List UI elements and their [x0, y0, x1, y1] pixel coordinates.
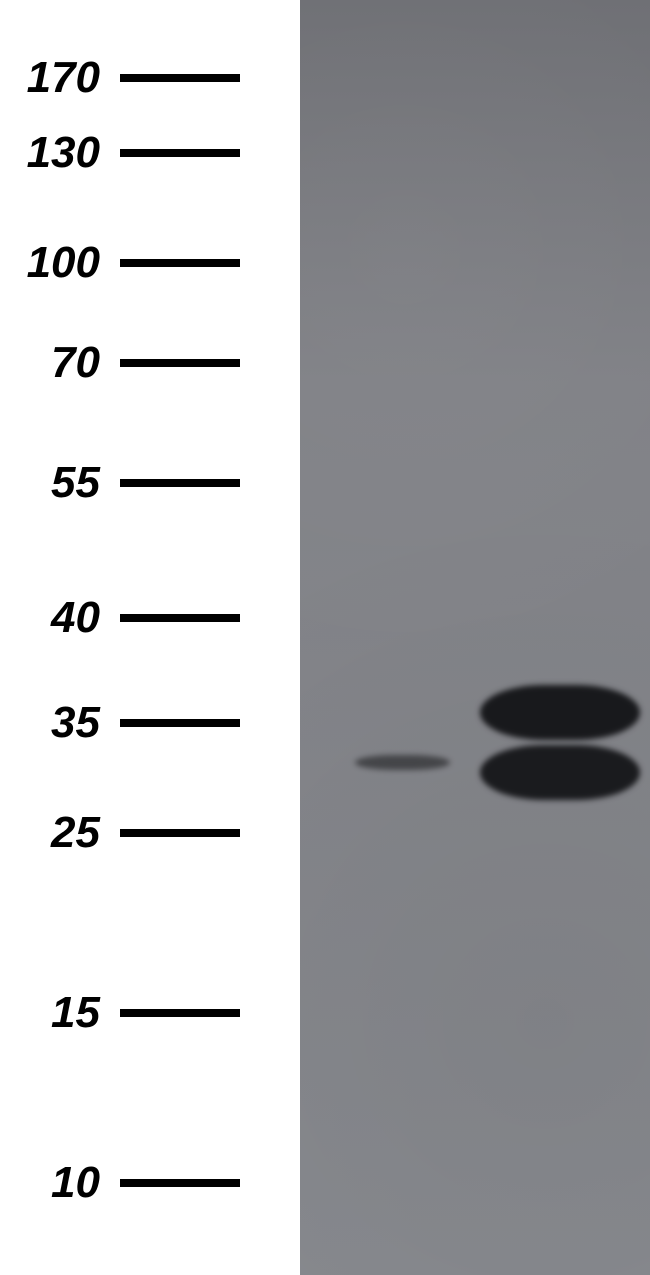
molecular-weight-ladder: 170 130 100 70 55 40 35 25 15 10: [0, 0, 300, 1275]
marker-tick: [120, 74, 240, 82]
marker-label: 70: [0, 338, 120, 388]
marker-tick: [120, 614, 240, 622]
blot-lane: [475, 0, 645, 1275]
blot-lane: [315, 0, 470, 1275]
ladder-marker: 25: [0, 808, 300, 858]
ladder-marker: 70: [0, 338, 300, 388]
marker-label: 55: [0, 458, 120, 508]
marker-tick: [120, 719, 240, 727]
marker-label: 10: [0, 1158, 120, 1208]
marker-tick: [120, 1009, 240, 1017]
marker-label: 35: [0, 698, 120, 748]
blot-membrane: [300, 0, 650, 1275]
ladder-marker: 10: [0, 1158, 300, 1208]
marker-label: 25: [0, 808, 120, 858]
marker-tick: [120, 829, 240, 837]
ladder-marker: 100: [0, 238, 300, 288]
marker-label: 15: [0, 988, 120, 1038]
marker-label: 40: [0, 593, 120, 643]
marker-label: 130: [0, 128, 120, 178]
ladder-marker: 15: [0, 988, 300, 1038]
marker-tick: [120, 479, 240, 487]
ladder-marker: 130: [0, 128, 300, 178]
protein-band: [480, 685, 640, 740]
marker-tick: [120, 149, 240, 157]
protein-band: [355, 755, 450, 770]
ladder-marker: 55: [0, 458, 300, 508]
marker-tick: [120, 259, 240, 267]
protein-band: [480, 745, 640, 800]
marker-label: 170: [0, 53, 120, 103]
western-blot-figure: 170 130 100 70 55 40 35 25 15 10: [0, 0, 650, 1275]
ladder-marker: 40: [0, 593, 300, 643]
ladder-marker: 35: [0, 698, 300, 748]
marker-tick: [120, 359, 240, 367]
marker-label: 100: [0, 238, 120, 288]
ladder-marker: 170: [0, 53, 300, 103]
marker-tick: [120, 1179, 240, 1187]
